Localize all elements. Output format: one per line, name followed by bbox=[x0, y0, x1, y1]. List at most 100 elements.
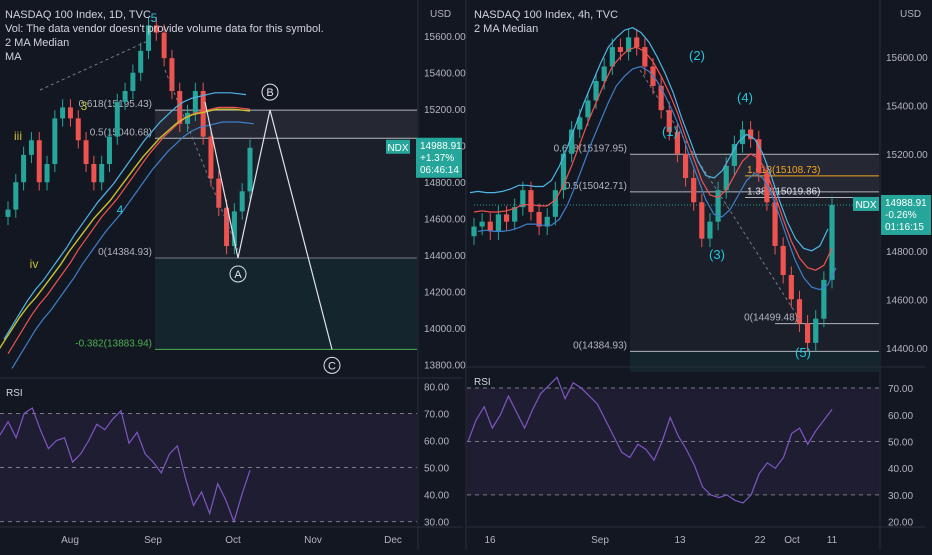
left-change: +1.37% bbox=[420, 153, 454, 164]
right-candle-body bbox=[707, 221, 713, 239]
left-candle-body bbox=[75, 118, 81, 141]
right-y-tick-6: 15600.00 bbox=[886, 53, 928, 64]
left-fib-zone-low bbox=[155, 257, 417, 350]
right-candle-body bbox=[723, 165, 729, 191]
left-x-tick-0: Aug bbox=[61, 535, 79, 546]
right-currency: USD bbox=[900, 9, 921, 20]
left-x-tick-3: Nov bbox=[304, 535, 322, 546]
left-fib-label-2: 0(14384.93) bbox=[98, 247, 152, 258]
left-y-tick-4: 14600.00 bbox=[424, 215, 466, 226]
right-change: -0.26% bbox=[885, 210, 917, 221]
right-y-tick-1: 14600.00 bbox=[886, 295, 928, 306]
left-y-tick-3: 14400.00 bbox=[424, 251, 466, 262]
right-symbol: NDX bbox=[855, 200, 876, 211]
left-y-tick-8: 15400.00 bbox=[424, 69, 466, 80]
right-candle-body bbox=[691, 178, 697, 203]
left-candle-body bbox=[153, 25, 159, 33]
right-fib-label-1: 0.5(15042.71) bbox=[565, 181, 627, 192]
right-x-tick-0: 16 bbox=[484, 535, 496, 546]
right-indicator-2ma[interactable]: 2 MA Median bbox=[474, 23, 539, 35]
left-candle-body bbox=[224, 207, 230, 247]
right-rsi-tick-5: 70.00 bbox=[888, 384, 913, 395]
right-wave-label-1: (2) bbox=[689, 48, 705, 63]
right-candle-body bbox=[471, 226, 477, 237]
right-fib-zone-mid bbox=[630, 191, 879, 352]
right-x-tick-3: 22 bbox=[754, 535, 766, 546]
left-candle-body bbox=[231, 211, 237, 247]
right-wave-label-2: (3) bbox=[709, 247, 725, 262]
left-y-tick-0: 13800.00 bbox=[424, 361, 466, 372]
right-x-tick-2: 13 bbox=[674, 535, 686, 546]
left-fib-zone-mid bbox=[155, 138, 417, 258]
left-last-price: 14988.91 bbox=[420, 141, 462, 152]
left-vol-note: Vol: The data vendor doesn't provide vol… bbox=[5, 23, 324, 35]
right-chart[interactable]: 0.618(15197.95) 0.5(15042.71) 0(14384.93) 0… bbox=[465, 0, 931, 550]
left-candle-body bbox=[60, 107, 66, 119]
right-candle-body bbox=[560, 153, 567, 191]
left-price-tag bbox=[416, 137, 462, 178]
right-candle-body bbox=[585, 100, 591, 118]
right-candle-body bbox=[739, 129, 746, 145]
left-indicator-2ma[interactable]: 2 MA Median bbox=[5, 37, 70, 49]
right-ma-median bbox=[473, 46, 833, 271]
left-candle-body bbox=[52, 118, 58, 164]
left-wave-c-circle bbox=[323, 356, 341, 374]
right-ext-label-0: 1.618(15108.73) bbox=[747, 165, 820, 176]
right-candle-body bbox=[495, 214, 502, 232]
left-candle-body bbox=[216, 178, 222, 208]
left-chart[interactable]: 0.618(15195.43)0.5(15040.68)0(14384.93)-… bbox=[0, 0, 466, 550]
right-fib-label-2: 0(14384.93) bbox=[573, 340, 627, 351]
left-candle-body bbox=[67, 107, 73, 119]
left-trendline bbox=[39, 39, 151, 91]
right-candle-body bbox=[625, 37, 632, 52]
right-rsi-label: RSI bbox=[474, 377, 491, 388]
left-header: NASDAQ 100 Index, 1D, TVC Vol: The data … bbox=[5, 8, 324, 64]
right-candle-body bbox=[520, 190, 526, 208]
right-x-tick-1: Sep bbox=[591, 535, 609, 546]
left-wave-label-1: 3 bbox=[81, 99, 88, 113]
right-wave-label-0: (1) bbox=[662, 124, 678, 139]
left-candle-body bbox=[122, 90, 128, 102]
left-candle-body bbox=[5, 209, 11, 217]
left-ma-median bbox=[7, 106, 251, 355]
right-candle-body bbox=[577, 117, 583, 130]
left-wave-b-circle bbox=[261, 83, 279, 101]
right-candle-body bbox=[813, 318, 819, 343]
right-wave-label-4: (5) bbox=[795, 345, 811, 360]
right-candle-body bbox=[821, 279, 827, 319]
left-candle-body bbox=[106, 136, 112, 164]
right-fib-label-0: 0.618(15197.95) bbox=[554, 143, 627, 154]
left-wave-label-2: iii bbox=[14, 129, 22, 143]
left-candle-body bbox=[200, 90, 206, 137]
right-y-tick-2: 14800.00 bbox=[886, 247, 928, 258]
right-candle-body bbox=[512, 207, 518, 222]
left-wave-label-0: 5 bbox=[151, 11, 158, 25]
right-candle-body bbox=[674, 131, 681, 154]
right-candle-body bbox=[731, 144, 737, 166]
left-currency: USD bbox=[430, 9, 451, 20]
left-candle-body bbox=[114, 101, 120, 137]
right-y-tick-4: 15200.00 bbox=[886, 150, 928, 161]
right-ext-label-1: 1.382(15019.86) bbox=[747, 186, 820, 197]
right-candle-body bbox=[772, 202, 778, 246]
right-rsi-band bbox=[467, 388, 879, 495]
right-x-tick-4: Oct bbox=[784, 535, 800, 546]
right-header: NASDAQ 100 Index, 4h, TVC 2 MA Median bbox=[474, 8, 618, 36]
right-chart-title: NASDAQ 100 Index, 4h, TVC bbox=[474, 9, 619, 21]
left-candle-body bbox=[247, 147, 253, 192]
right-fib-label-3: 0(14499.48) bbox=[744, 313, 798, 324]
left-y-tick-9: 15600.00 bbox=[424, 32, 466, 43]
right-candle-body bbox=[536, 211, 542, 227]
left-candle-body bbox=[161, 32, 167, 59]
left-indicator-ma[interactable]: MA bbox=[5, 51, 22, 63]
right-rsi-tick-0: 20.00 bbox=[888, 518, 913, 529]
right-symbol-tag bbox=[853, 196, 879, 211]
left-candle-body bbox=[146, 25, 152, 51]
left-wave-label-3: 4 bbox=[117, 203, 124, 217]
right-x-tick-5: 11 bbox=[827, 535, 838, 546]
right-candle-body bbox=[503, 214, 510, 222]
right-candle-body bbox=[552, 190, 558, 217]
right-y-tick-0: 14400.00 bbox=[886, 344, 928, 355]
